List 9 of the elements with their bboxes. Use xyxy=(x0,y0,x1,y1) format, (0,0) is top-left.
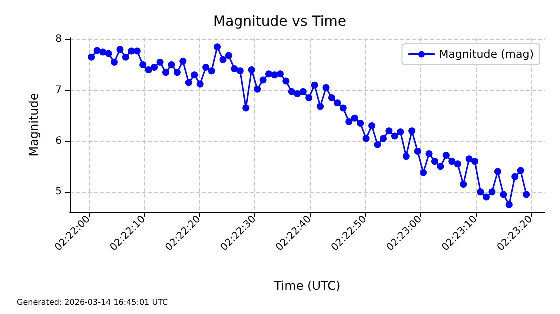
legend-label: Magnitude (mag) xyxy=(439,48,534,61)
y-tick-label: 5 xyxy=(56,186,62,198)
y-axis-title: Magnitude xyxy=(27,93,41,157)
y-tick-label: 6 xyxy=(56,136,62,147)
y-tick-label: 8 xyxy=(56,34,62,46)
chart-title: Magnitude vs Time xyxy=(214,14,346,30)
y-tick-label: 7 xyxy=(56,84,62,96)
x-axis-title: Time (UTC) xyxy=(273,279,341,293)
text: Generated: 2026-03-14 16:45:01 UTC xyxy=(17,298,168,307)
